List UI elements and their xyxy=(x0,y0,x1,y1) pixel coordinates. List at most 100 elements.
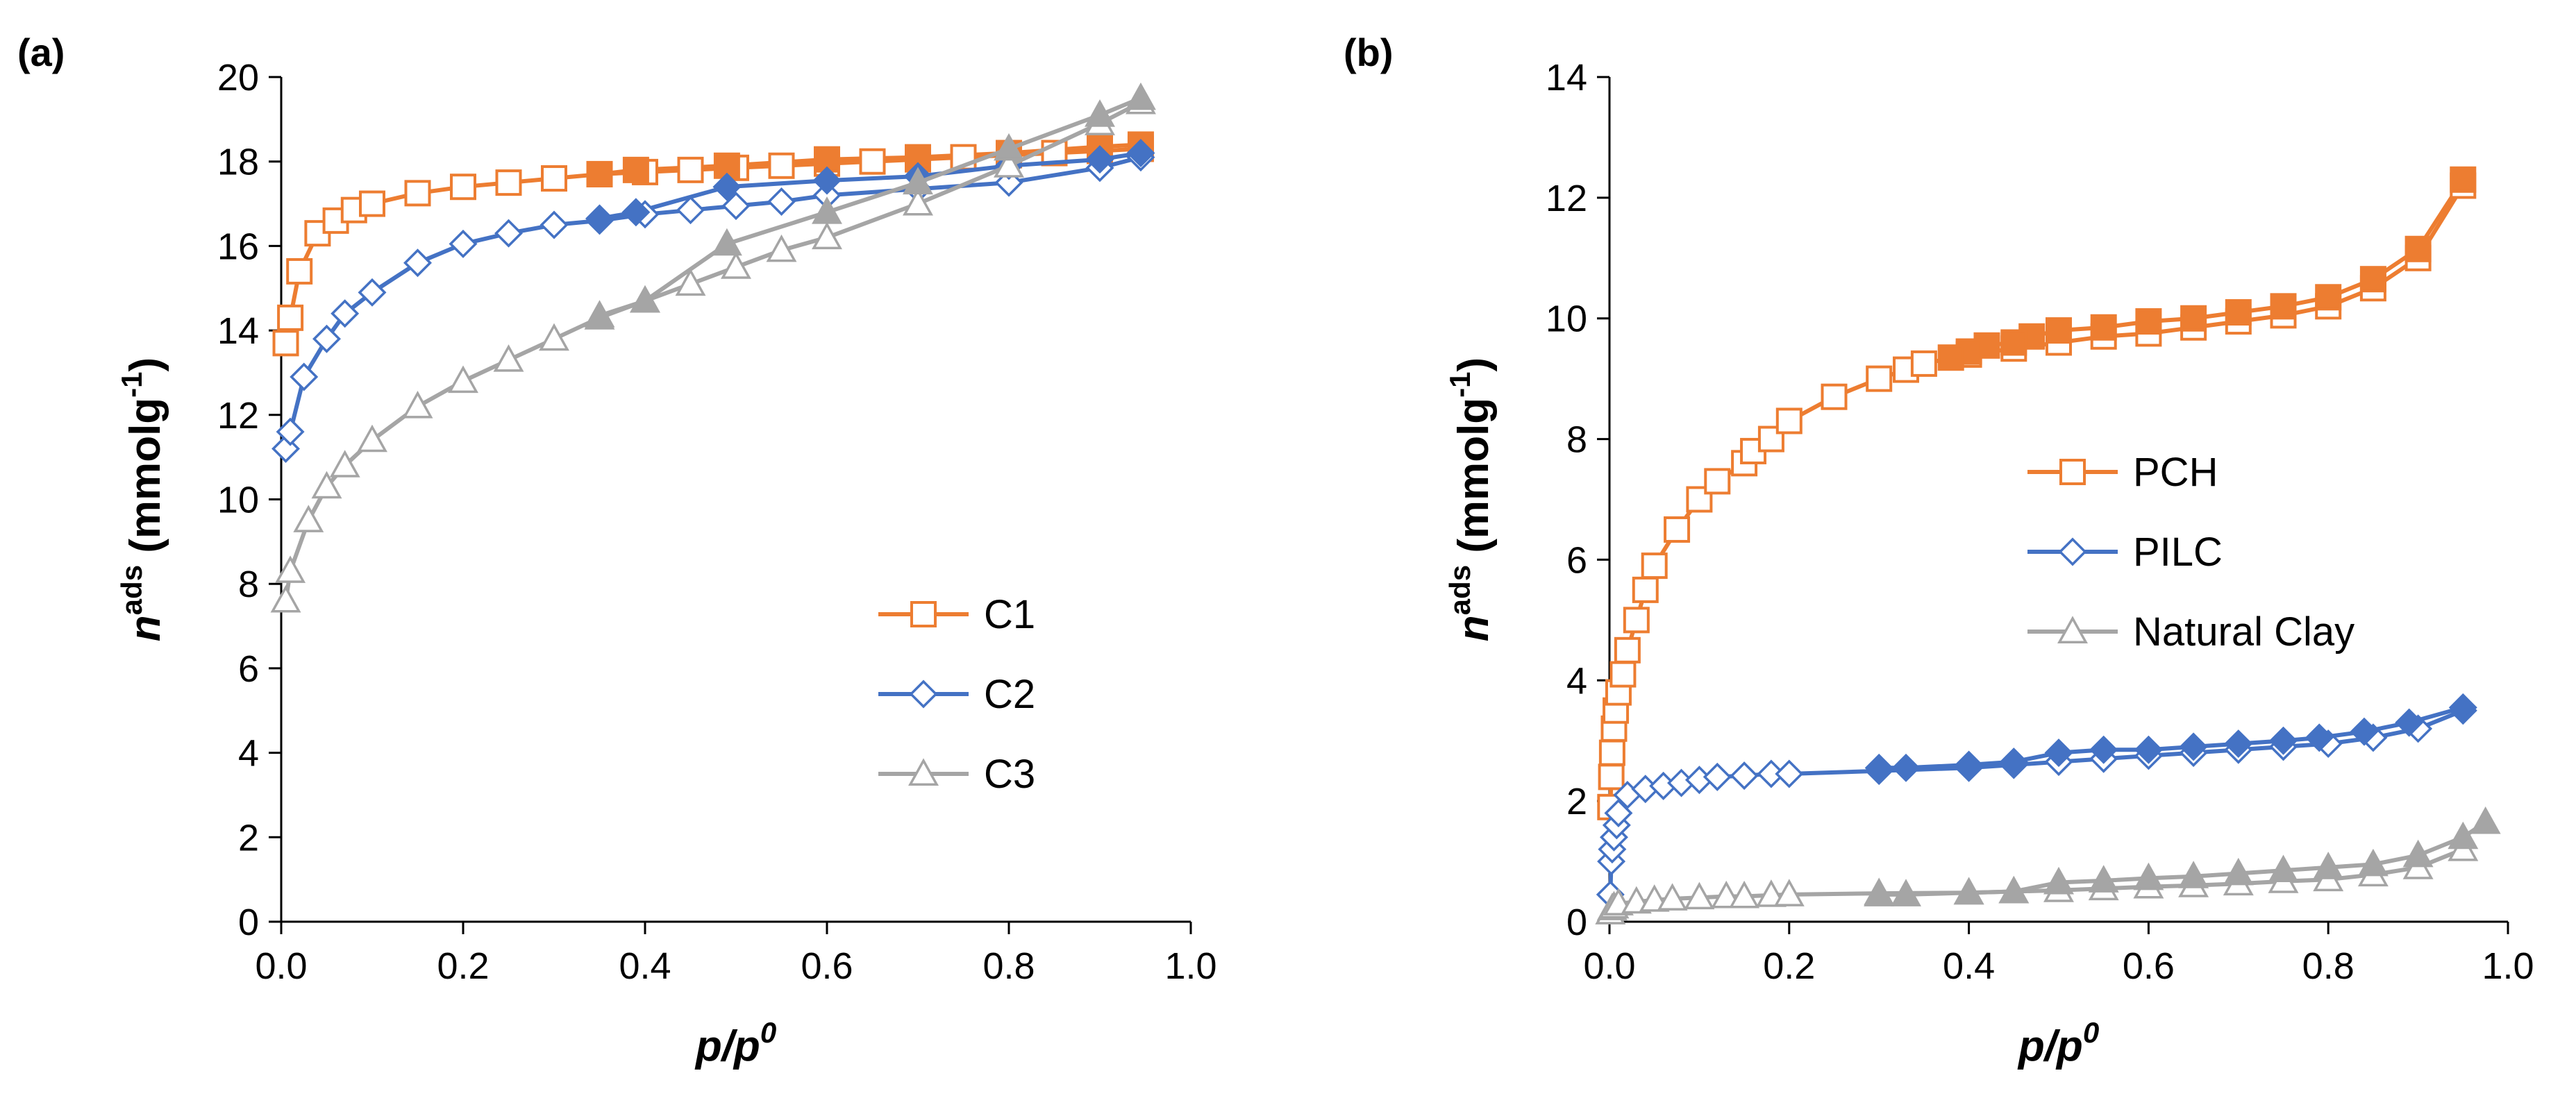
legend-label: C2 xyxy=(984,672,1035,717)
y-tick-label: 10 xyxy=(1546,298,1587,340)
desorption-point xyxy=(1953,877,1984,905)
x-axis-title: p/p0 xyxy=(2017,1016,2099,1070)
desorption-point xyxy=(1085,99,1115,127)
desorption-point xyxy=(1126,139,1155,168)
adsorption-point xyxy=(449,229,478,258)
desorption-point xyxy=(2470,806,2501,834)
adsorption-point xyxy=(290,362,319,391)
legend-marker xyxy=(910,601,937,627)
x-tick-label: 0.2 xyxy=(1763,945,1815,987)
desorption-point xyxy=(2090,314,2117,341)
desorption-point xyxy=(2134,735,2163,764)
adsorption-point xyxy=(277,304,304,331)
adsorption-point xyxy=(404,180,431,207)
desorption-point xyxy=(2402,839,2434,868)
adsorption-point xyxy=(1632,576,1659,603)
adsorption-point xyxy=(311,471,342,499)
y-axis-title-unit-sup: -1 xyxy=(1444,371,1476,397)
adsorption-point xyxy=(276,417,305,446)
y-tick-label: 14 xyxy=(1546,57,1587,99)
desorption-point xyxy=(1864,879,1895,906)
desorption-point xyxy=(2089,735,2118,764)
desorption-point xyxy=(2046,317,2072,344)
adsorption-point xyxy=(675,268,706,296)
legend-marker xyxy=(2058,537,2087,566)
adsorption-point xyxy=(1609,661,1637,688)
y-tick-label: 10 xyxy=(217,480,259,521)
adsorption-point xyxy=(1775,759,1804,788)
y-tick-label: 6 xyxy=(1566,539,1587,581)
desorption-point xyxy=(812,196,842,224)
adsorption-point xyxy=(272,330,299,357)
adsorption-point xyxy=(286,257,313,285)
series-c3 xyxy=(270,82,1156,613)
series-pilc xyxy=(1596,693,2477,909)
adsorption-point xyxy=(275,555,306,583)
adsorption-point xyxy=(1641,552,1668,580)
desorption-point xyxy=(1937,344,1964,371)
desorption-point xyxy=(1125,82,1156,110)
desorption-point xyxy=(712,172,742,201)
desorption-point xyxy=(812,166,842,195)
adsorption-point xyxy=(539,323,569,351)
desorption-point xyxy=(2350,717,2379,746)
desorption-point xyxy=(2000,329,2027,356)
adsorption-point xyxy=(270,584,301,613)
adsorption-point xyxy=(357,424,387,453)
x-tick-label: 0.8 xyxy=(2302,945,2355,987)
adsorption-point xyxy=(312,324,341,353)
adsorption-point xyxy=(1684,881,1715,910)
panel-a: (a) 0 2 4 6 8 10 12 14 16 18 20 0.0 0.2 0.4 0.6 0.8 1.0 p… xyxy=(17,31,1217,1070)
adsorption-point xyxy=(1623,607,1650,634)
x-tick-label: 1.0 xyxy=(2482,945,2534,987)
legend-entry: C2 xyxy=(878,672,1035,717)
y-axis-title-main: n xyxy=(122,615,169,641)
desorption-point xyxy=(2135,308,2162,335)
desorption-point xyxy=(2448,693,2477,722)
adsorption-point xyxy=(1598,739,1625,766)
adsorption-point xyxy=(1703,762,1732,791)
y-axis-title-unit-sup: -1 xyxy=(115,371,148,397)
y-tick-label: 0 xyxy=(1566,902,1587,943)
y-tick-label: 12 xyxy=(217,395,259,437)
x-tick-label: 1.0 xyxy=(1164,945,1216,987)
desorption-point xyxy=(584,300,615,328)
legend-entry: C3 xyxy=(878,752,1035,797)
desorption-point xyxy=(1955,750,1984,779)
desorption-point xyxy=(2179,732,2208,761)
desorption-point xyxy=(1864,753,1893,782)
desorption-point xyxy=(585,204,614,233)
y-axis-title-sup: ads xyxy=(1444,565,1476,615)
y-tick-label: 4 xyxy=(1566,660,1587,702)
adsorption-point xyxy=(1775,407,1803,434)
adsorption-point xyxy=(540,210,569,239)
adsorption-point xyxy=(1729,880,1760,909)
legend-entry: C1 xyxy=(878,592,1035,637)
y-tick-label: 18 xyxy=(217,142,259,183)
x-axis-title-sup: 0 xyxy=(2083,1016,2099,1049)
y-axis-title: nads (mmolg-1) xyxy=(1444,357,1498,641)
y-tick-label: 0 xyxy=(238,902,259,943)
x-axis-title-main: p/p xyxy=(2017,1022,2083,1070)
adsorption-point xyxy=(403,248,432,278)
desorption-point xyxy=(2357,848,2389,877)
y-axis-title-sup: ads xyxy=(115,565,148,615)
desorption-point xyxy=(2225,299,2252,326)
adsorption-point xyxy=(331,299,360,328)
adsorption-point xyxy=(1686,486,1713,513)
legend-marker xyxy=(909,679,938,709)
x-axis-title-main: p/p xyxy=(694,1022,760,1070)
x-tick-label: 0.4 xyxy=(619,945,671,987)
adsorption-point xyxy=(1604,799,1633,828)
adsorption-point xyxy=(812,221,842,250)
x-tick-label: 0.8 xyxy=(982,945,1035,987)
adsorption-point xyxy=(495,169,522,196)
desorption-point xyxy=(2088,865,2119,893)
x-tick-label: 0.0 xyxy=(255,945,307,987)
legend-entry: PCH xyxy=(2027,450,2218,495)
series-natural-clay xyxy=(1595,806,2501,924)
x-tick-label: 0.4 xyxy=(1943,945,1995,987)
legend-label: C1 xyxy=(984,592,1035,637)
